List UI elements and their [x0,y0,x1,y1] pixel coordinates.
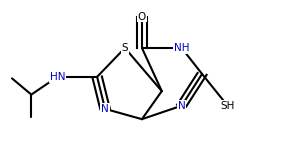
Text: N: N [178,101,186,111]
Text: S: S [122,43,128,53]
Text: HN: HN [50,72,65,82]
Text: N: N [101,104,109,114]
Text: SH: SH [220,101,235,111]
Text: O: O [138,12,146,22]
Text: NH: NH [174,43,190,53]
